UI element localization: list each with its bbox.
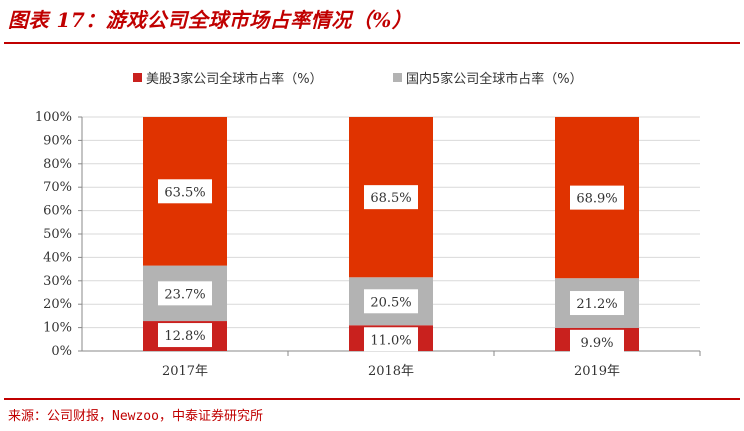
data-label-other: 68.5%: [364, 185, 418, 210]
chart-title: 图表 17：游戏公司全球市场占率情况（%）: [8, 8, 413, 32]
source-divider: [4, 398, 740, 400]
data-label-box: [158, 281, 212, 306]
data-label-box: [570, 185, 624, 210]
y-tick-label: 20%: [43, 297, 72, 312]
data-label-box: [158, 179, 212, 204]
y-tick-label: 70%: [43, 180, 72, 195]
y-tick-label: 100%: [35, 110, 72, 125]
data-label-cn: 20.5%: [364, 289, 418, 314]
data-label-text: 20.5%: [370, 295, 411, 310]
data-label-box: [364, 289, 418, 314]
data-label-text: 21.2%: [576, 297, 617, 312]
data-label-text: 68.5%: [370, 191, 411, 206]
data-label-cn: 21.2%: [570, 291, 624, 316]
data-label-cn: 23.7%: [158, 281, 212, 306]
x-tick-label: 2019年: [574, 364, 620, 379]
data-label-box: [570, 291, 624, 316]
legend: 美股3家公司全球市占率（%） 国内5家公司全球市占率（%）: [0, 68, 744, 88]
y-tick-label: 80%: [43, 157, 72, 172]
y-tick-label: 30%: [43, 274, 72, 289]
source-note: 来源：公司财报，Newzoo，中泰证券研究所: [8, 409, 263, 424]
title-divider: [4, 42, 740, 44]
data-label-box: [364, 327, 418, 352]
data-label-box: [158, 323, 212, 348]
y-tick-label: 50%: [43, 227, 72, 242]
data-label-us: 12.8%: [158, 323, 212, 348]
x-tick-label: 2018年: [368, 364, 414, 379]
x-tick-label: 2017年: [162, 364, 208, 379]
y-tick-label: 90%: [43, 133, 72, 148]
y-tick-label: 40%: [43, 250, 72, 265]
data-label-other: 63.5%: [158, 179, 212, 204]
data-label-text: 9.9%: [580, 336, 613, 351]
y-tick-label: 10%: [43, 321, 72, 336]
data-label-text: 11.0%: [370, 333, 411, 348]
data-label-text: 23.7%: [164, 287, 205, 302]
data-label-box: [364, 185, 418, 210]
data-label-box: [570, 329, 624, 354]
legend-label-us: 美股3家公司全球市占率（%）: [146, 72, 323, 87]
y-tick-label: 60%: [43, 204, 72, 219]
stacked-bar-chart: 0% 10% 20% 30% 40% 50% 60% 70% 80% 90% 100% 12.8% 23…: [35, 110, 701, 379]
data-label-text: 12.8%: [164, 329, 205, 344]
data-label-us: 9.9%: [570, 329, 624, 354]
data-label-other: 68.9%: [570, 185, 624, 210]
data-label-us: 11.0%: [364, 327, 418, 352]
legend-item-cn: 国内5家公司全球市占率（%）: [393, 68, 583, 87]
y-tick-label: 0%: [51, 344, 72, 359]
legend-label-cn: 国内5家公司全球市占率（%）: [406, 72, 583, 87]
data-label-text: 63.5%: [164, 185, 205, 200]
legend-item-us: 美股3家公司全球市占率（%）: [133, 68, 323, 87]
data-label-text: 68.9%: [576, 192, 617, 207]
legend-swatch-cn: [393, 73, 402, 82]
legend-swatch-us: [133, 73, 142, 82]
